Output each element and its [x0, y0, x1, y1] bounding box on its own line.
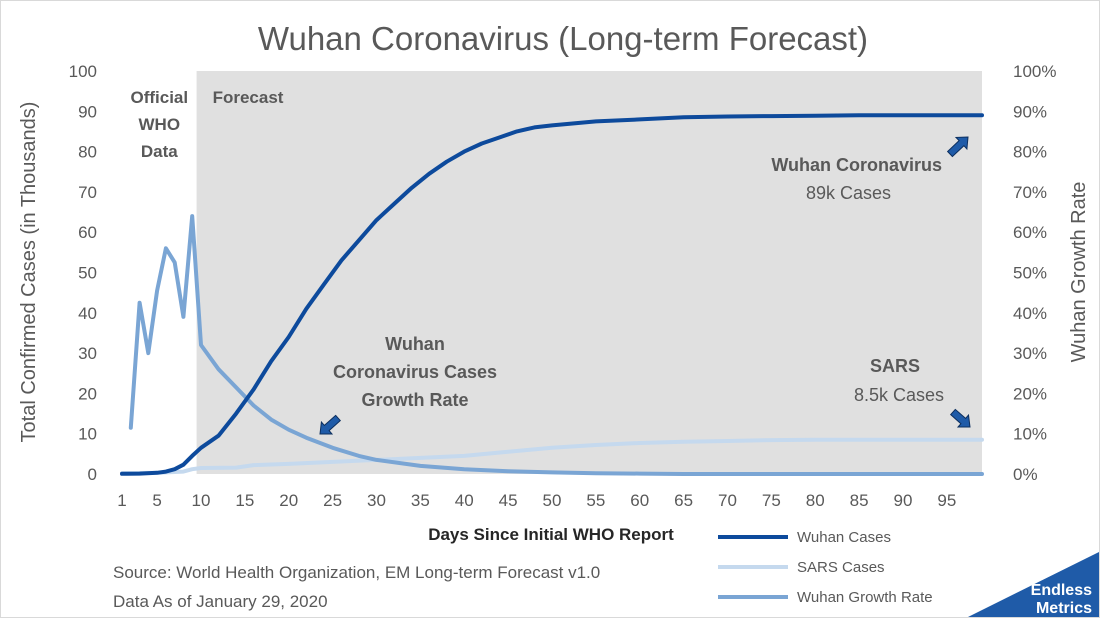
source-text: Source: World Health Organization, EM Lo… [113, 563, 600, 582]
y2-tick-label: 100% [1013, 62, 1056, 81]
x-tick-label: 30 [367, 491, 386, 510]
annotation-sars-value: 8.5k Cases [854, 385, 944, 405]
y-tick-label: 0 [88, 465, 97, 484]
x-tick-label: 70 [718, 491, 737, 510]
y2-tick-label: 30% [1013, 344, 1047, 363]
logo-line1: Endless [1031, 582, 1092, 599]
x-tick-label: 55 [586, 491, 605, 510]
legend-label-sars-cases: SARS Cases [797, 559, 885, 576]
y-axis-title: Total Confirmed Cases (in Thousands) [18, 102, 40, 443]
x-tick-label: 80 [806, 491, 825, 510]
y-tick-label: 30 [78, 344, 97, 363]
annotation-wuhan-title: Wuhan Coronavirus [771, 155, 942, 175]
as-of-text: Data As of January 29, 2020 [113, 592, 328, 611]
x-tick-label: 75 [762, 491, 781, 510]
x-tick-label: 60 [630, 491, 649, 510]
region-label-official-data-2: Data [141, 142, 178, 161]
y2-axis-title: Wuhan Growth Rate [1068, 182, 1090, 363]
regions: Official WHO Data Forecast [122, 71, 982, 474]
x-tick-label: 50 [543, 491, 562, 510]
x-tick-label: 35 [411, 491, 430, 510]
y-tick-label: 40 [78, 304, 97, 323]
annotation-arrows [319, 136, 971, 435]
annotation-sars-title: SARS [870, 356, 920, 376]
x-tick-label: 15 [235, 491, 254, 510]
y2-tick-label: 50% [1013, 264, 1047, 283]
x-tick-label: 40 [455, 491, 474, 510]
series-line-sars-cases [120, 437, 984, 476]
y-tick-label: 90 [78, 102, 97, 121]
y2-tick-label: 10% [1013, 425, 1047, 444]
region-label-official-data-1: WHO [139, 115, 181, 134]
y-tick-label: 10 [78, 425, 97, 444]
annotation-growth-line1: Wuhan [385, 334, 445, 354]
x-tick-label: 95 [937, 491, 956, 510]
x-axis-title: Days Since Initial WHO Report [428, 525, 674, 544]
annotation-arrow-sars [949, 408, 971, 428]
annotation-arrow-growth-rate [319, 414, 342, 435]
y-tick-label: 20 [78, 384, 97, 403]
y-tick-label: 100 [69, 62, 97, 81]
region-label-official-data-0: Official [130, 88, 188, 107]
y-tick-label: 80 [78, 143, 97, 162]
annotation-growth-line2: Coronavirus Cases [333, 362, 497, 382]
axis-ticks: 0 10 20 30 40 50 60 70 80 90 100 0% 10% 20% 30% 40% 50% 6… [69, 62, 1057, 510]
annotation-wuhan-value: 89k Cases [806, 183, 891, 203]
y-tick-label: 60 [78, 223, 97, 242]
x-tick-label: 45 [499, 491, 518, 510]
x-tick-label: 90 [894, 491, 913, 510]
y-tick-label: 70 [78, 183, 97, 202]
series-line-wuhan-cases [120, 113, 984, 476]
x-tick-label: 65 [674, 491, 693, 510]
y2-tick-label: 80% [1013, 143, 1047, 162]
series-line-wuhan-growth-rate [128, 214, 984, 476]
logo-line2: Metrics [1036, 600, 1092, 617]
x-tick-label: 5 [152, 491, 161, 510]
y2-tick-label: 20% [1013, 384, 1047, 403]
y2-tick-label: 70% [1013, 183, 1047, 202]
x-tick-label: 85 [850, 491, 869, 510]
region-label-forecast-0: Forecast [213, 88, 284, 107]
x-tick-label: 10 [192, 491, 211, 510]
x-tick-label: 20 [279, 491, 298, 510]
chart-title: Wuhan Coronavirus (Long-term Forecast) [258, 20, 868, 57]
y2-tick-label: 60% [1013, 223, 1047, 242]
x-tick-label: 25 [323, 491, 342, 510]
y2-tick-label: 40% [1013, 304, 1047, 323]
y-tick-label: 50 [78, 264, 97, 283]
legend-label-wuhan-cases: Wuhan Cases [797, 529, 891, 546]
endless-metrics-logo: Endless Metrics [968, 552, 1099, 617]
annotation-arrow-wuhan [946, 136, 969, 158]
y2-tick-label: 0% [1013, 465, 1038, 484]
annotation-growth-line3: Growth Rate [361, 390, 468, 410]
series-layer [120, 113, 984, 476]
y2-tick-label: 90% [1013, 102, 1047, 121]
x-tick-label: 1 [117, 491, 126, 510]
region-forecast [196, 71, 982, 474]
logo-triangle [968, 552, 1099, 617]
legend-label-wuhan-growth-rate: Wuhan Growth Rate [797, 589, 933, 606]
legend: Wuhan Cases SARS Cases Wuhan Growth Rate [718, 529, 933, 606]
